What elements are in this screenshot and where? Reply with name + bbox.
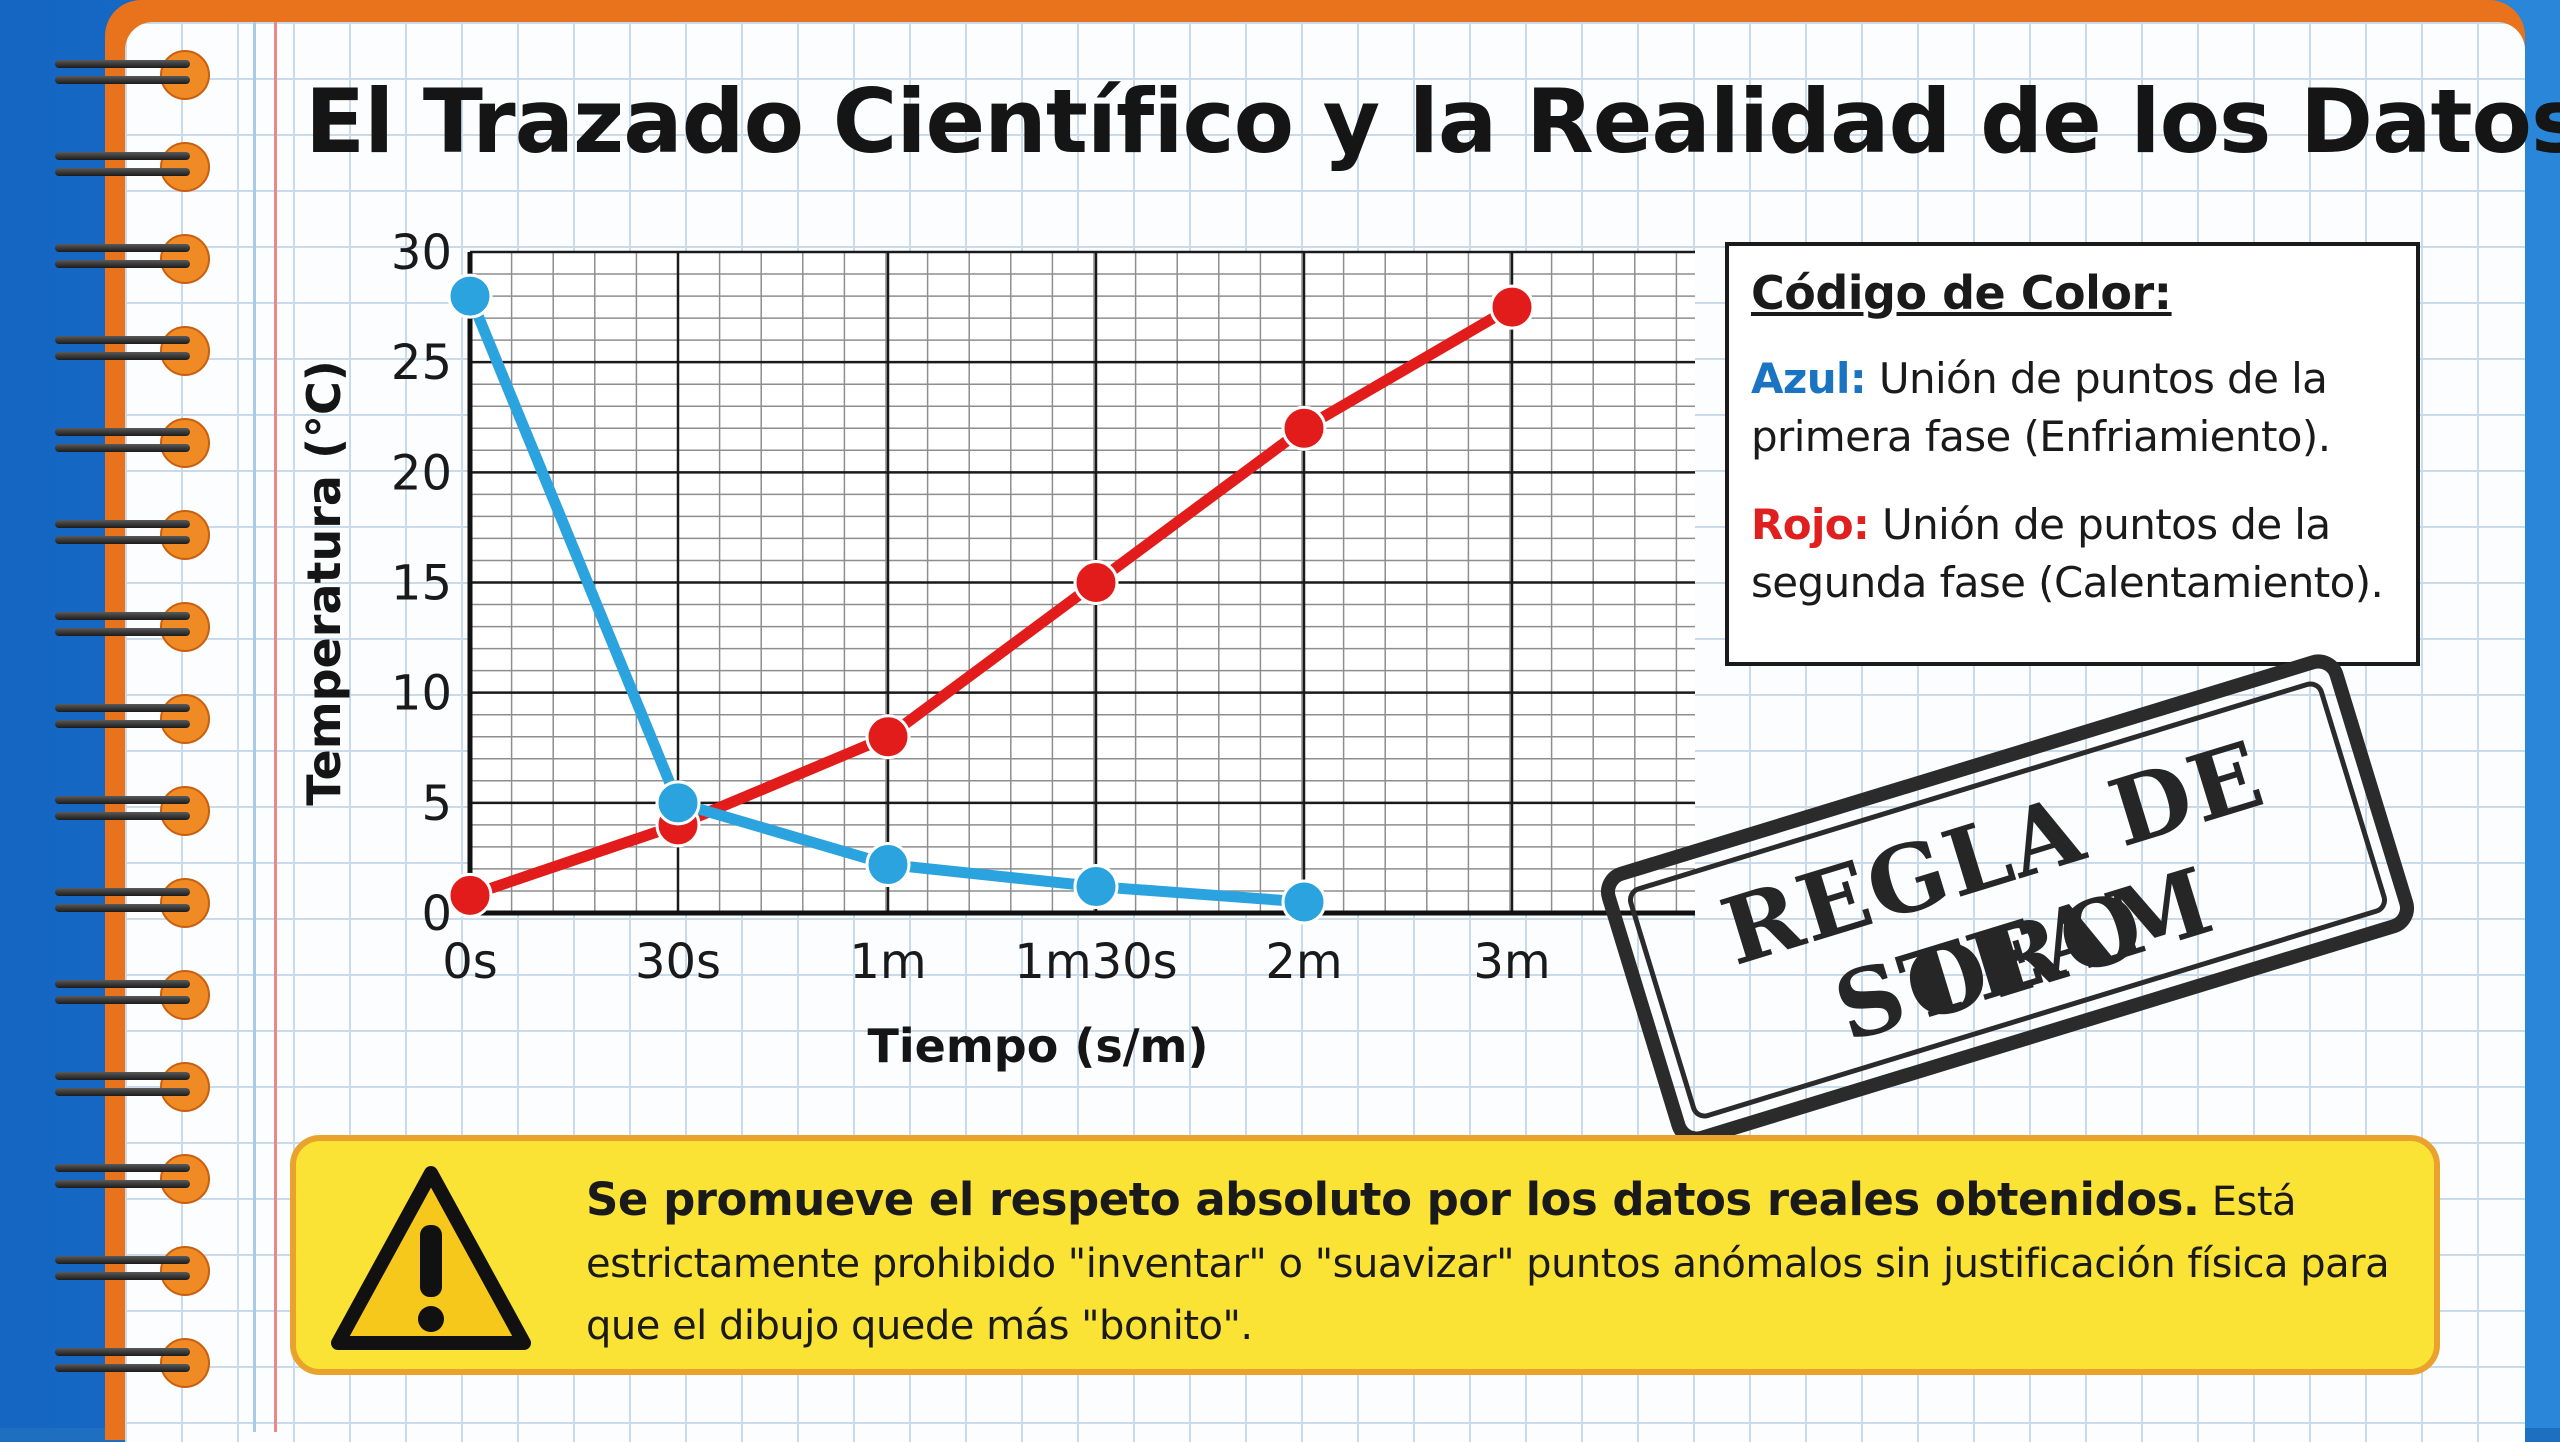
legend-text-blue: Unión de puntos de la primera fase (Enfr… (1751, 354, 2331, 461)
y-tick-label: 10 (391, 666, 452, 722)
warning-bold-text: Se promueve el respeto absoluto por los … (586, 1173, 2200, 1226)
binding-ring (55, 1154, 210, 1204)
y-tick-label: 30 (391, 225, 452, 281)
legend-title: Código de Color: (1751, 266, 2172, 320)
legend-key-blue: Azul: (1751, 354, 1867, 403)
binding-ring (55, 786, 210, 836)
binding-ring (55, 878, 210, 928)
binding-ring (55, 326, 210, 376)
x-tick-label: 1m30s (1014, 934, 1177, 990)
binding-ring (55, 510, 210, 560)
data-point-rojo (1489, 284, 1535, 330)
data-point-rojo (447, 872, 493, 918)
legend-entry-red: Rojo: Unión de puntos de la segunda fase… (1751, 496, 2394, 612)
warning-body-text: Está estrictamente prohibido "inventar" … (586, 1179, 2390, 1349)
y-tick-label: 0 (421, 886, 452, 942)
y-tick-label: 20 (391, 445, 452, 501)
chart-series (447, 273, 1535, 925)
y-axis-label: Temperatura (°C) (297, 360, 351, 806)
binding-ring (55, 1062, 210, 1112)
data-point-azul (447, 273, 493, 319)
data-point-azul (655, 780, 701, 826)
y-tick-labels: 0 5 10 15 20 25 30 (391, 225, 452, 942)
data-point-azul (865, 842, 911, 888)
legend-key-red: Rojo: (1751, 500, 1870, 549)
x-tick-label: 1m (849, 934, 926, 990)
binding-ring (55, 418, 210, 468)
data-point-rojo (1281, 405, 1327, 451)
series-line-rojo (464, 301, 1518, 901)
data-point-azul (1281, 879, 1327, 925)
binding-ring (55, 142, 210, 192)
chart-axes (467, 252, 1695, 916)
x-tick-label: 0s (442, 934, 498, 990)
series-azul (447, 273, 1327, 925)
legend-entry-blue: Azul: Unión de puntos de la primera fase… (1751, 350, 2394, 466)
margin-line-red (274, 22, 277, 1432)
binding-ring (55, 970, 210, 1020)
y-tick-label: 25 (391, 335, 452, 391)
warning-callout: Se promueve el respeto absoluto por los … (290, 1135, 2440, 1375)
page-title: El Trazado Científico y la Realidad de l… (305, 70, 2560, 173)
margin-line-blue (253, 22, 256, 1432)
data-point-rojo (865, 714, 911, 760)
binding-ring (55, 694, 210, 744)
x-tick-label: 3m (1473, 934, 1550, 990)
x-tick-label: 2m (1265, 934, 1342, 990)
x-axis-label: Tiempo (s/m) (868, 1019, 1209, 1073)
x-tick-labels: 0s 30s 1m 1m30s 2m 3m (442, 934, 1550, 990)
color-legend: Código de Color: Azul: Unión de puntos d… (1725, 242, 2420, 666)
y-tick-label: 15 (391, 556, 452, 612)
y-tick-label: 5 (421, 776, 452, 832)
warning-text: Se promueve el respeto absoluto por los … (586, 1169, 2406, 1357)
data-point-rojo (1073, 560, 1119, 605)
x-tick-label: 30s (635, 934, 721, 990)
binding-ring (55, 602, 210, 652)
warning-icon (331, 1166, 531, 1350)
binding-ring (55, 50, 210, 100)
temperature-chart: 0 5 10 15 20 25 30 0s 30s 1m 1m30s 2m 3m Tiempo (s/… (297, 225, 1695, 1073)
binding-ring (55, 234, 210, 284)
series-rojo (447, 284, 1535, 918)
binding-ring (55, 1246, 210, 1296)
binding-ring (55, 1338, 210, 1388)
legend-text-red: Unión de puntos de la segunda fase (Cale… (1751, 500, 2384, 607)
data-point-azul (1073, 864, 1119, 910)
